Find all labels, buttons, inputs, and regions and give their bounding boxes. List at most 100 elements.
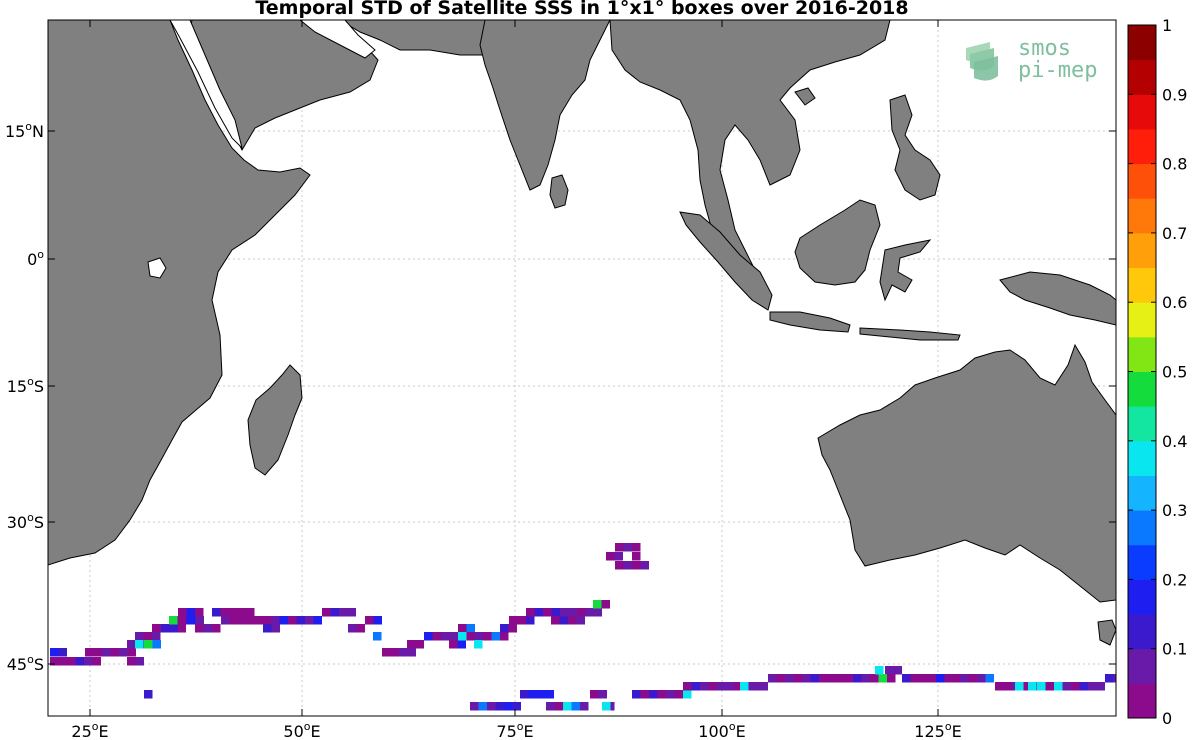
std-cell: [203, 624, 212, 633]
std-cell: [85, 648, 94, 657]
std-cell: [212, 624, 221, 633]
std-cell: [977, 674, 986, 683]
std-cell: [819, 674, 828, 683]
std-cell: [537, 690, 546, 699]
std-cell: [576, 616, 585, 625]
std-cell: [50, 657, 59, 666]
std-cell: [640, 690, 649, 699]
std-cell: [487, 702, 496, 711]
std-cell: [237, 608, 246, 617]
std-cell: [526, 608, 535, 617]
colorbar-segment: [1128, 475, 1156, 511]
std-cell: [347, 608, 356, 617]
std-cell: [92, 657, 101, 666]
colorbar-segment: [1128, 440, 1156, 476]
std-cell: [927, 674, 936, 683]
std-cell: [517, 616, 526, 625]
std-cell: [152, 632, 161, 641]
lat-label: 15oS: [7, 375, 44, 396]
new-guinea-island: [999, 271, 1116, 326]
land-masses: [48, 20, 1116, 646]
std-cell: [127, 640, 136, 649]
indochina-landmass: [609, 20, 891, 291]
std-cell: [551, 616, 560, 625]
std-cell: [968, 674, 977, 683]
std-cell: [885, 666, 894, 675]
std-cell: [551, 608, 560, 617]
std-cell: [424, 632, 433, 641]
std-cell: [75, 657, 84, 666]
std-cell: [144, 640, 153, 649]
std-cell: [263, 616, 272, 625]
std-cell: [960, 674, 969, 683]
std-cell: [415, 640, 424, 649]
std-cell: [110, 648, 119, 657]
std-cell: [534, 608, 543, 617]
std-cell: [135, 657, 144, 666]
colorbar-segment: [1128, 406, 1156, 442]
std-cell: [478, 702, 487, 711]
colorbar-segment: [1128, 94, 1156, 130]
std-cell: [102, 648, 111, 657]
std-cell: [683, 690, 692, 699]
std-cell: [457, 640, 466, 649]
persian-gulf: [299, 20, 376, 59]
std-cell: [390, 648, 399, 657]
std-cell: [691, 682, 700, 691]
std-cell: [776, 674, 785, 683]
std-cell: [853, 674, 862, 683]
std-cell: [356, 624, 365, 633]
std-cell: [177, 624, 186, 633]
std-cell: [491, 632, 500, 641]
std-cell: [432, 632, 441, 641]
std-cell: [119, 648, 128, 657]
std-cell: [449, 640, 458, 649]
std-cell: [568, 608, 577, 617]
std-cell: [93, 648, 102, 657]
std-cell: [296, 616, 305, 625]
colorbar-segment: [1128, 163, 1156, 199]
std-cell: [717, 682, 726, 691]
java-island: [769, 311, 851, 333]
std-cell: [580, 702, 589, 711]
std-cell: [632, 561, 641, 570]
std-cell: [84, 657, 93, 666]
colorbar-segment: [1128, 267, 1156, 303]
std-cell: [330, 608, 339, 617]
std-cell: [878, 674, 887, 683]
std-cell: [466, 624, 475, 633]
map-title: Temporal STD of Satellite SSS in 1°x1° b…: [255, 0, 909, 19]
colorbar-segment: [1128, 128, 1156, 165]
std-cell: [1096, 682, 1105, 691]
colorbar-segment: [1128, 59, 1156, 95]
std-cell: [263, 624, 272, 633]
std-cell: [399, 648, 408, 657]
std-cell: [339, 608, 348, 617]
std-cell: [382, 648, 391, 657]
lesser-sunda-islands: [859, 327, 961, 341]
std-cell: [169, 624, 178, 633]
colorbar-tick-label: 0.4: [1162, 432, 1187, 451]
std-cell: [563, 702, 572, 711]
std-cell: [708, 682, 717, 691]
std-cell: [177, 616, 186, 625]
std-cell: [135, 640, 144, 649]
std-cell: [870, 674, 879, 683]
std-data-cells: [50, 543, 1116, 711]
colorbar-tick-label: 0: [1162, 709, 1172, 728]
std-cell: [50, 648, 59, 657]
lake-victoria: [147, 257, 167, 279]
std-cell: [449, 632, 458, 641]
lon-label: 50oE: [283, 720, 320, 740]
std-cell: [1045, 682, 1054, 691]
std-cell: [512, 702, 521, 711]
std-cell: [725, 682, 734, 691]
colorbar-tick-label: 0.6: [1162, 293, 1187, 312]
colorbar-segment: [1128, 683, 1156, 719]
std-cell: [246, 608, 255, 617]
std-cell: [152, 640, 161, 649]
std-cell: [458, 632, 467, 641]
std-cell: [546, 702, 555, 711]
std-cell: [458, 624, 467, 633]
